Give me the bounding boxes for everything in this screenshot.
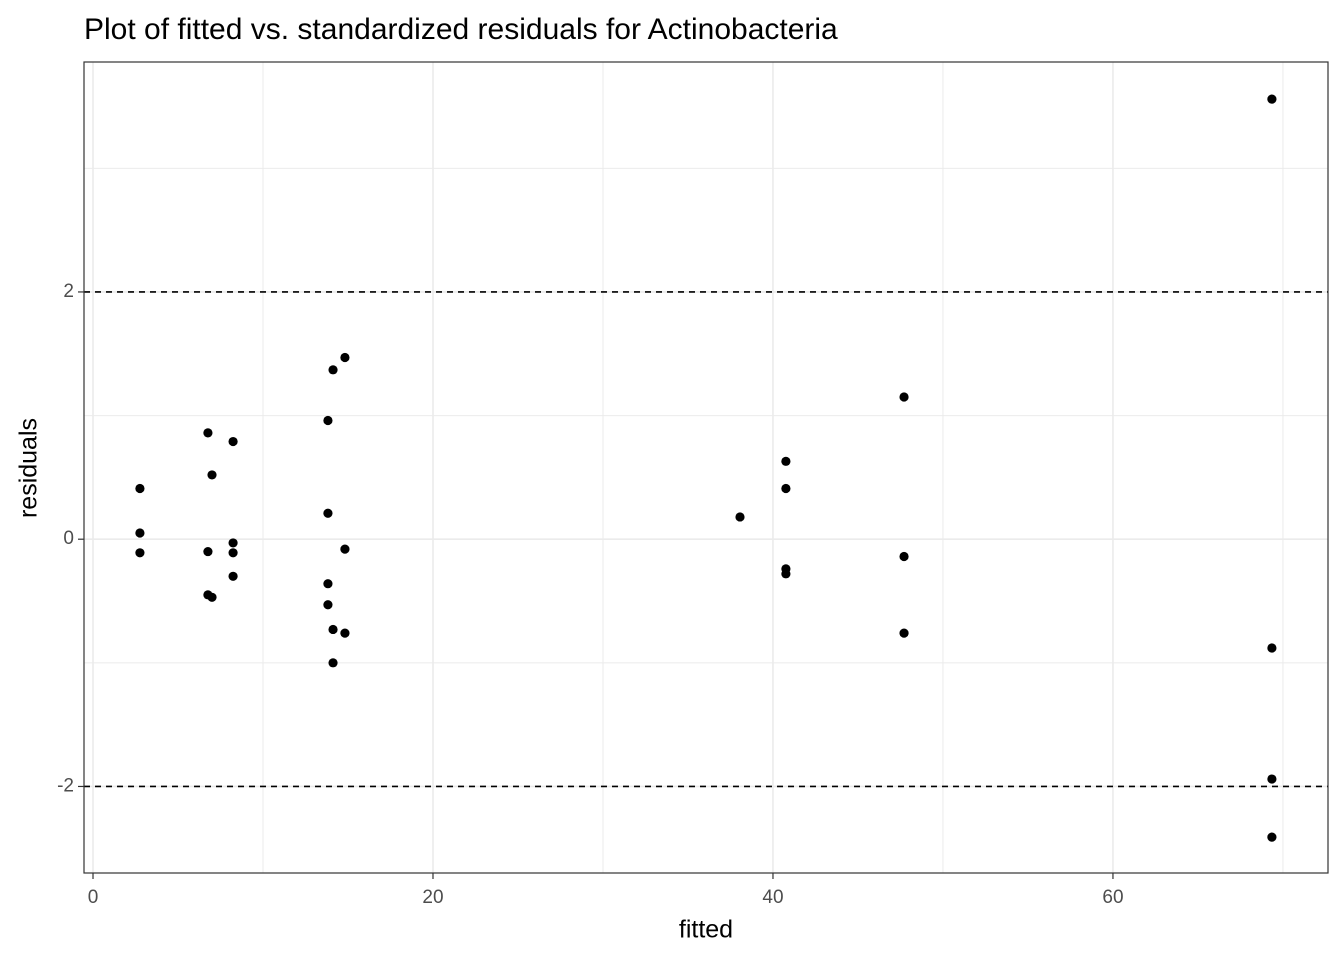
point xyxy=(323,415,333,426)
point xyxy=(203,428,213,438)
point xyxy=(735,512,745,522)
point xyxy=(135,548,145,558)
y-tick-label: 2 xyxy=(63,281,74,302)
x-tick-label: 60 xyxy=(1102,887,1123,908)
point xyxy=(228,538,238,548)
chart-title: Plot of fitted vs. standardized residual… xyxy=(84,13,838,46)
point xyxy=(340,628,350,638)
point xyxy=(899,392,909,402)
point xyxy=(899,551,909,562)
y-axis-title: residuals xyxy=(15,418,43,518)
point xyxy=(328,365,338,375)
y-tick-label: -2 xyxy=(57,775,74,796)
x-tick-label: 40 xyxy=(762,887,783,908)
point xyxy=(228,436,238,447)
point xyxy=(1267,643,1277,653)
point xyxy=(1267,94,1277,104)
point xyxy=(1267,774,1277,784)
point xyxy=(340,352,350,363)
point xyxy=(207,470,217,480)
point xyxy=(135,483,145,494)
point xyxy=(323,579,333,589)
point xyxy=(781,483,791,494)
point xyxy=(323,508,333,518)
x-tick-label: 0 xyxy=(88,887,99,908)
point xyxy=(328,624,338,635)
point xyxy=(1267,832,1277,842)
point xyxy=(207,592,217,602)
point xyxy=(228,548,238,558)
point xyxy=(203,546,213,557)
point xyxy=(340,544,350,554)
point xyxy=(135,528,145,538)
x-axis-title: fitted xyxy=(679,916,733,944)
point xyxy=(899,628,909,638)
point xyxy=(328,658,338,668)
panel-border xyxy=(83,61,1329,874)
point xyxy=(323,600,333,610)
x-tick-label: 20 xyxy=(422,887,443,908)
y-tick-label: 0 xyxy=(63,528,74,549)
point xyxy=(228,571,238,581)
point xyxy=(781,569,791,579)
point xyxy=(781,456,791,466)
